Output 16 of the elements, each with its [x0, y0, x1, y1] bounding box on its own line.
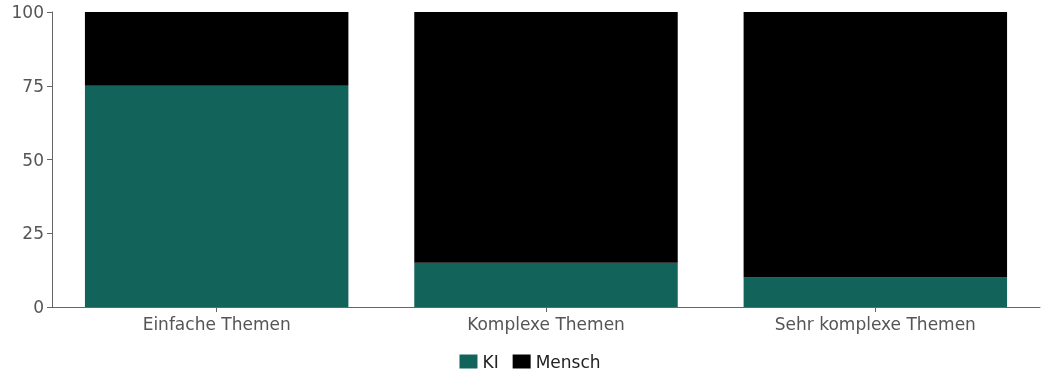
bar — [743, 12, 1008, 278]
y-tick-label: 75 — [22, 75, 44, 96]
bar — [84, 85, 349, 307]
y-tick-label: 50 — [22, 149, 44, 170]
y-tick-label: 100 — [11, 2, 44, 22]
x-tick-label: Sehr komplexe Themen — [774, 313, 976, 334]
bar — [743, 277, 1008, 307]
bar — [414, 262, 678, 307]
y-tick-label: 25 — [22, 223, 44, 244]
x-tick-label: Komplexe Themen — [467, 313, 625, 334]
legend-label: Mensch — [535, 351, 601, 372]
bar — [84, 12, 349, 86]
y-tick-label: 0 — [33, 297, 44, 317]
legend-label: KI — [482, 351, 499, 372]
x-tick-label: Einfache Themen — [142, 313, 291, 334]
bar — [414, 12, 678, 263]
